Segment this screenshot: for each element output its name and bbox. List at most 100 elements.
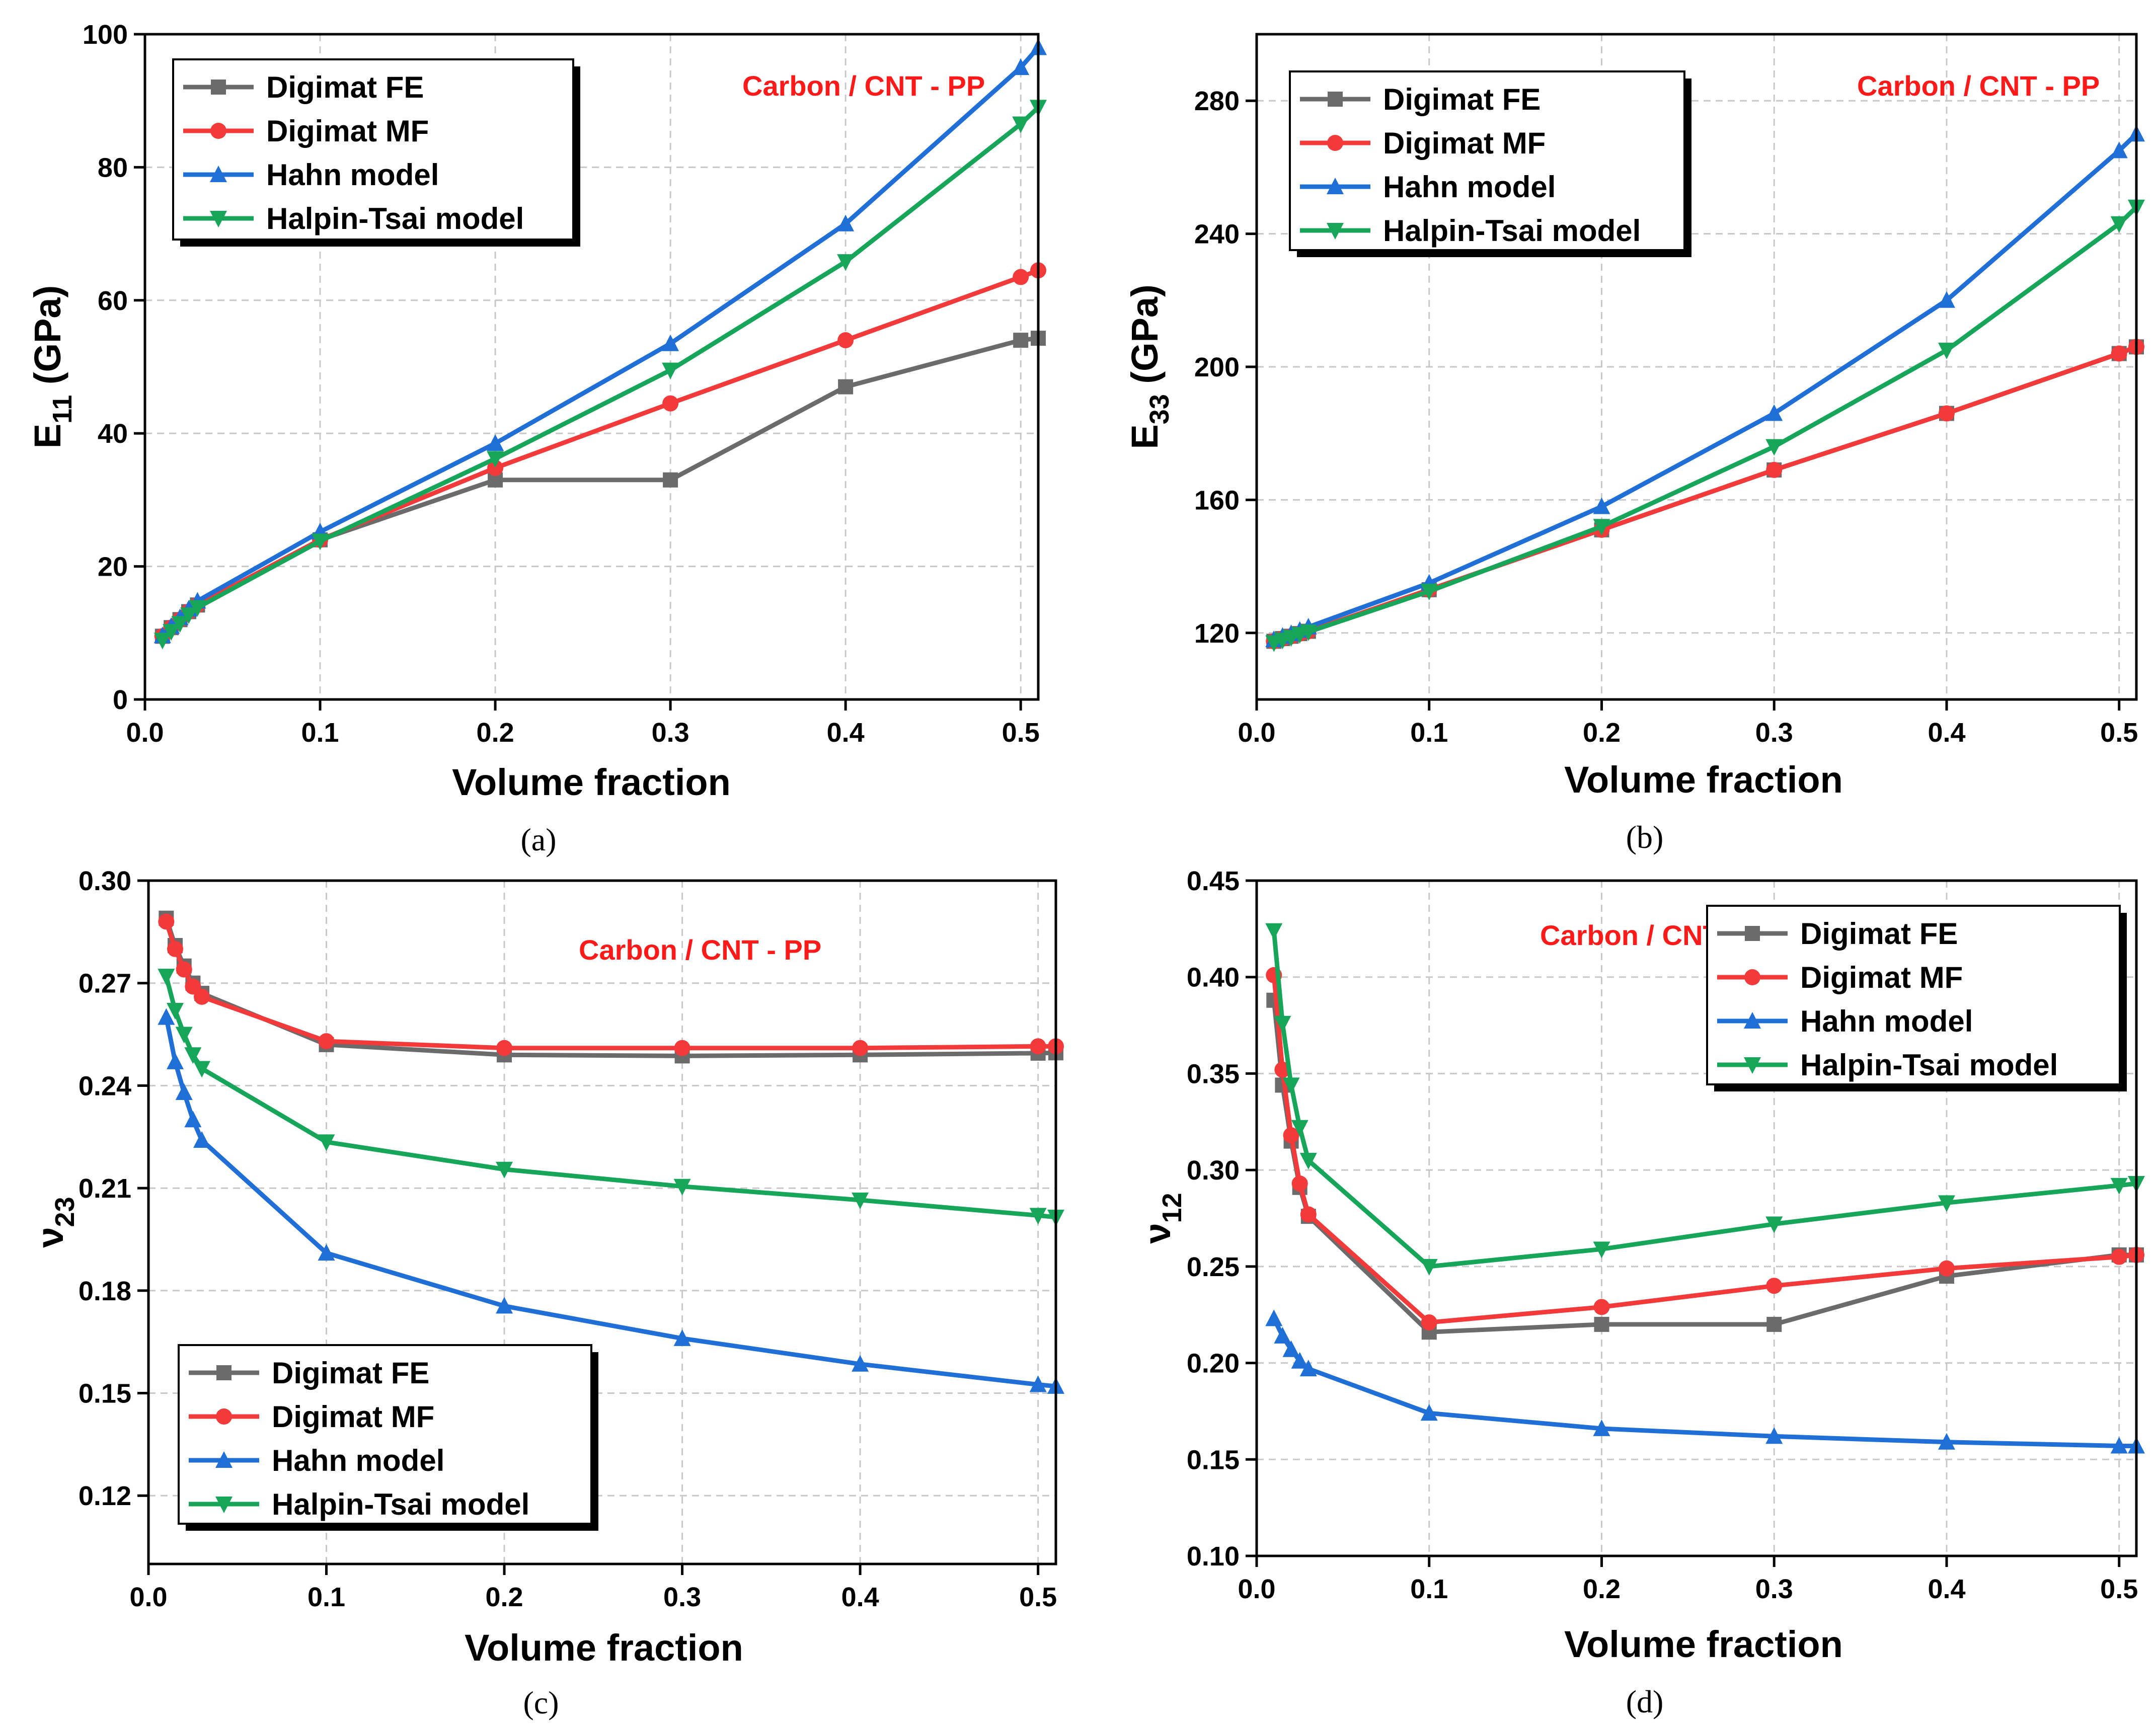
data-point (837, 254, 855, 271)
y-tick-label: 240 (1194, 219, 1240, 250)
panel-caption: (c) (523, 1685, 559, 1720)
data-point (1012, 116, 1030, 133)
data-point (193, 1061, 211, 1078)
series-digimat-fe (155, 331, 1046, 644)
data-point (837, 214, 855, 231)
data-point (1421, 1314, 1437, 1331)
legend: Digimat FE Digimat MF Hahn model Halpin-Tsa… (1706, 905, 2127, 1091)
data-point (1938, 1195, 1955, 1212)
data-point (673, 1179, 691, 1196)
x-tick-label: 0.0 (1238, 1574, 1275, 1604)
data-point (176, 961, 192, 978)
data-point (1300, 1206, 1317, 1223)
data-point (184, 1047, 202, 1064)
data-point (1029, 1375, 1047, 1392)
x-tick-label: 0.0 (1238, 718, 1275, 748)
y-tick-label: 0.18 (79, 1276, 131, 1306)
legend-swatch-marker (1327, 135, 1343, 151)
x-tick-label: 0.4 (1928, 1574, 1965, 1604)
data-point (852, 1192, 869, 1209)
series-line (1273, 345, 2137, 644)
y-axis-title-unit: (GPa) (1124, 284, 1166, 394)
y-tick-label: 0.25 (1187, 1252, 1240, 1282)
x-tick-label: 0.5 (2100, 718, 2138, 748)
data-point (662, 362, 679, 379)
legend-swatch-marker (210, 166, 227, 182)
legend-swatch-marker (1744, 969, 1760, 985)
data-point (1282, 1340, 1300, 1357)
panel-caption: (a) (520, 822, 556, 857)
legend-swatch-marker (216, 1365, 232, 1380)
data-point (852, 1355, 869, 1372)
y-axis-title: E11 (GPa) (27, 285, 78, 448)
data-point (167, 1003, 184, 1020)
data-point (158, 969, 175, 986)
series-halpin-tsai-model (153, 100, 1047, 650)
legend-entry-label: Digimat MF (272, 1400, 434, 1434)
legend-entry-label: Hahn model (1383, 170, 1556, 204)
legend-entry-label: Hahn model (272, 1444, 444, 1477)
y-axis-title-main: E (27, 424, 68, 448)
legend-swatch-marker (210, 211, 227, 227)
y-axis-title-main: ν (1136, 1223, 1178, 1243)
x-tick-label: 0.2 (1583, 718, 1621, 748)
y-tick-label: 120 (1194, 618, 1240, 649)
data-point (167, 940, 184, 957)
legend-entry-label: Digimat FE (272, 1356, 429, 1390)
chart-panel-d: 0.0 0.1 0.2 0.3 0.4 0.5 0.10 0.15 0.20 0.25 0.30 0.… (1136, 866, 2145, 1719)
series-hahn-model (1265, 1309, 2145, 1454)
plot-frame (143, 33, 1040, 701)
y-axis-title-subscript: 11 (47, 395, 78, 424)
legend-swatch-marker (1745, 926, 1760, 941)
data-point (1766, 1278, 1783, 1294)
legend-entry-label: Halpin-Tsai model (1800, 1048, 2058, 1082)
data-point (496, 1040, 513, 1056)
data-point (312, 533, 329, 551)
y-tick-label: 60 (98, 286, 128, 316)
y-axis-title-subscript: 33 (1144, 394, 1175, 424)
data-point (1420, 1404, 1438, 1421)
x-tick-label: 0.3 (1755, 1574, 1793, 1604)
data-point (1938, 342, 1955, 359)
y-tick-label: 0.35 (1187, 1059, 1240, 1089)
series-halpin-tsai-model (1265, 923, 2145, 1276)
data-point (1030, 1038, 1046, 1055)
legend-box (172, 58, 574, 241)
data-point (1765, 1216, 1783, 1233)
plot-frame (147, 879, 1057, 1565)
y-tick-label: 0.30 (79, 866, 131, 896)
x-tick-label: 0.4 (841, 1582, 879, 1612)
y-axis-title-subscript: 23 (50, 1197, 80, 1227)
x-axis-title: Volume fraction (1564, 1623, 1843, 1665)
y-tick-label: 0.40 (1187, 963, 1240, 993)
data-point (158, 1008, 175, 1025)
plot-frame (1255, 879, 2138, 1557)
y-tick-label: 0.27 (79, 969, 131, 999)
data-point (496, 1161, 513, 1179)
data-point (1291, 1175, 1308, 1192)
y-axis-title-main: ν (29, 1227, 71, 1247)
y-tick-label: 0 (113, 685, 128, 715)
x-tick-label: 0.3 (1755, 718, 1793, 748)
data-point (189, 600, 206, 617)
y-tick-label: 200 (1194, 352, 1240, 382)
y-tick-label: 0.30 (1187, 1155, 1240, 1186)
data-point (1593, 1299, 1610, 1315)
data-point (1766, 461, 1783, 478)
data-point (1291, 1352, 1308, 1369)
data-point (487, 451, 504, 468)
legend-swatch-marker (1327, 223, 1344, 240)
legend-entry-label: Digimat FE (266, 70, 424, 104)
data-point (2110, 1178, 2128, 1195)
data-point (1593, 497, 1610, 514)
y-tick-label: 0.12 (79, 1481, 131, 1511)
data-point (1013, 333, 1029, 348)
y-tick-label: 80 (98, 152, 128, 183)
data-point (175, 1027, 193, 1044)
y-tick-label: 100 (83, 20, 128, 50)
data-point (662, 395, 679, 412)
data-point (167, 1052, 184, 1069)
data-point (1593, 1241, 1610, 1259)
y-tick-label: 0.24 (79, 1071, 131, 1101)
